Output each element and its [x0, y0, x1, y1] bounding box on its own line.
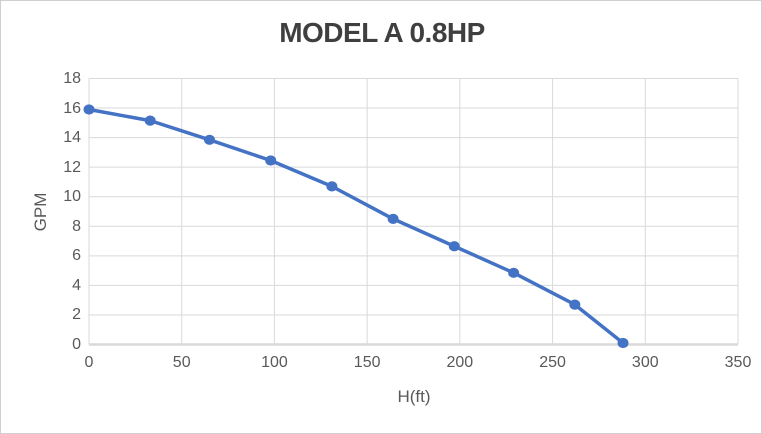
series-line: [87, 107, 625, 345]
y-axis-tick-label: 10: [63, 188, 81, 206]
data-point-marker: [508, 267, 520, 278]
x-axis-tick-label: 300: [631, 354, 659, 371]
x-axis-tick-label: 250: [539, 354, 566, 371]
data-point-marker: [448, 241, 460, 252]
x-axis-tick-label: 200: [446, 354, 474, 371]
data-point-marker: [265, 155, 277, 166]
data-point-marker: [144, 115, 156, 126]
y-axis-tick-label: 2: [72, 306, 81, 324]
x-axis-tick-label: 50: [172, 354, 191, 371]
data-point-marker: [83, 104, 95, 115]
y-axis-tick-label: 16: [63, 99, 81, 117]
x-axis-tick-label: 350: [724, 354, 752, 371]
y-axis-tick-label: 0: [72, 336, 81, 353]
y-axis-tick-label: 4: [72, 276, 81, 294]
data-point-marker: [617, 337, 629, 349]
x-axis-tick-label: 0: [84, 354, 94, 371]
y-axis-tick-label: 8: [72, 217, 81, 235]
x-axis-tick-label: 100: [261, 354, 288, 371]
data-point-marker: [387, 213, 399, 224]
y-axis-tick-label: 12: [63, 158, 81, 176]
y-axis-tick-label: 14: [63, 129, 81, 147]
y-axis-tick-label: 6: [72, 247, 81, 265]
chart-title: MODEL A 0.8HP: [279, 17, 485, 48]
y-axis-tick-label: 18: [63, 70, 81, 87]
data-point-marker: [204, 134, 216, 145]
x-axis-title: H(ft): [397, 387, 431, 406]
x-axis-tick-label: 150: [353, 354, 381, 371]
data-point-marker: [326, 181, 338, 192]
data-point-marker: [569, 299, 581, 310]
